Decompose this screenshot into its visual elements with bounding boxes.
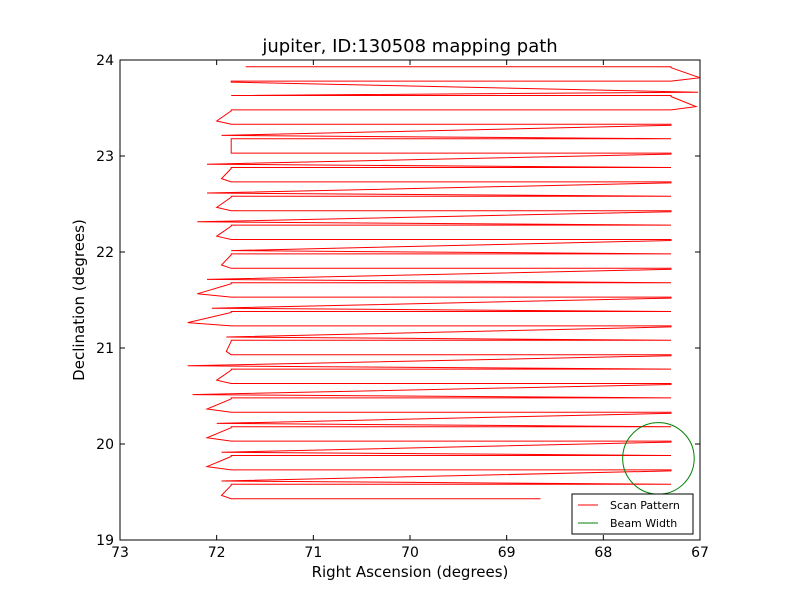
x-tick-label: 67	[691, 545, 709, 561]
x-tick-label: 72	[208, 545, 226, 561]
chart-title: jupiter, ID:130508 mapping path	[261, 36, 557, 57]
legend: Scan Pattern Beam Width	[571, 493, 694, 535]
y-tick-label: 23	[96, 149, 114, 165]
y-tick-label: 19	[96, 533, 114, 549]
x-tick-label: 69	[498, 545, 516, 561]
x-tick-label: 73	[111, 545, 129, 561]
x-axis: 73 72 71 70 69 68 67	[111, 60, 709, 561]
x-tick-label: 71	[304, 545, 322, 561]
y-tick-label: 24	[96, 53, 114, 69]
y-tick-label: 22	[96, 245, 114, 261]
y-tick-label: 21	[96, 341, 114, 357]
scan-pattern-line	[187, 66, 700, 500]
x-tick-label: 68	[594, 545, 612, 561]
legend-box	[571, 493, 694, 535]
y-axis: 19 20 21 22 23 24	[96, 53, 700, 549]
legend-label-beam-width: Beam Width	[610, 517, 677, 530]
y-axis-title: Declination (degrees)	[70, 219, 88, 381]
y-tick-label: 20	[96, 437, 114, 453]
x-axis-title: Right Ascension (degrees)	[312, 563, 509, 581]
x-tick-label: 70	[401, 545, 419, 561]
legend-label-scan-pattern: Scan Pattern	[610, 499, 680, 512]
